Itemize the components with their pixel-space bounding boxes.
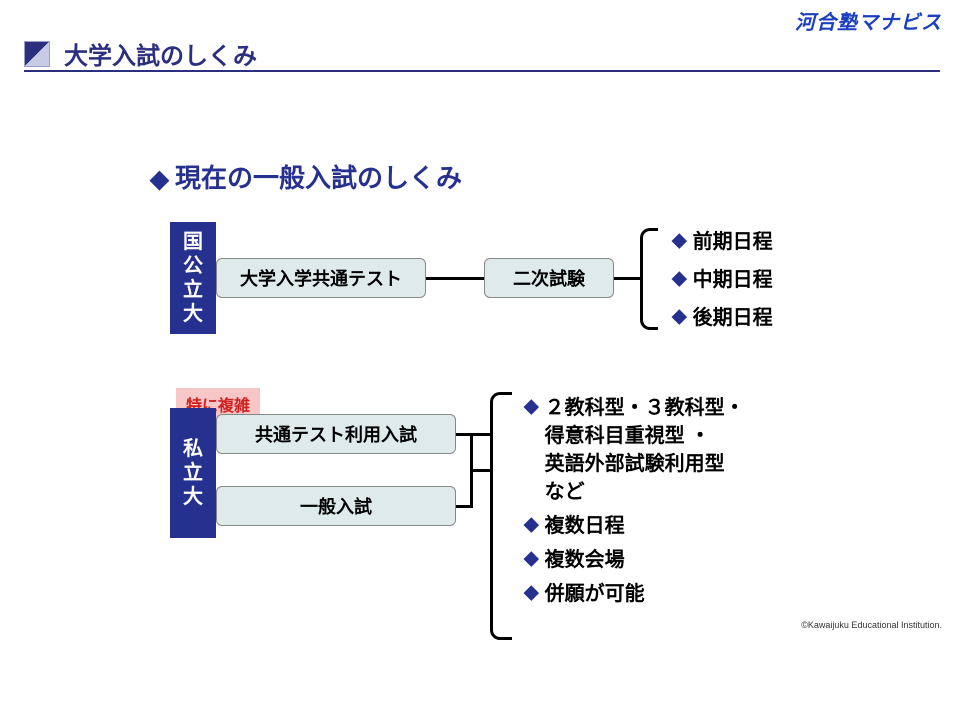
brand-logo: 河合塾マナビス	[795, 6, 942, 35]
diamond-icon: ◆	[672, 304, 687, 331]
connector-line	[470, 469, 490, 472]
label-char: 立	[183, 278, 203, 302]
diamond-icon: ◆	[524, 512, 539, 539]
list-item-text: 中期日程	[693, 266, 773, 294]
national-schedule-list: ◆前期日程◆中期日程◆後期日程	[672, 228, 773, 342]
list-item: ◆中期日程	[672, 266, 773, 294]
sub-heading-text: 現在の一般入試のしくみ	[175, 163, 462, 193]
label-char: 私	[183, 437, 203, 461]
title-bullet-icon	[24, 41, 50, 67]
label-char: 公	[183, 254, 203, 278]
bracket-icon	[490, 392, 512, 640]
diamond-icon: ◆	[672, 228, 687, 255]
title-row: 大学入試のしくみ	[24, 36, 940, 71]
list-item-text: 複数日程	[545, 512, 625, 540]
diamond-icon: ◆	[150, 164, 169, 194]
list-item: ◆２教科型・３教科型・ 得意科目重視型 ・ 英語外部試験利用型 など	[524, 394, 884, 506]
list-item-text: 前期日程	[693, 228, 773, 256]
title-underline	[24, 70, 940, 72]
list-item-text: 複数会場	[545, 546, 625, 574]
diamond-icon: ◆	[672, 266, 687, 293]
private-features-list: ◆２教科型・３教科型・ 得意科目重視型 ・ 英語外部試験利用型 など◆複数日程◆…	[524, 394, 884, 614]
private-common-test-box: 共通テスト利用入試	[216, 414, 456, 454]
connector-line	[456, 433, 490, 436]
diamond-icon: ◆	[524, 580, 539, 607]
list-item-text: ２教科型・３教科型・ 得意科目重視型 ・ 英語外部試験利用型 など	[545, 394, 745, 506]
label-char: 国	[183, 230, 203, 254]
national-label: 国公立大	[170, 222, 216, 334]
connector-line	[456, 505, 470, 508]
national-second-exam-box: 二次試験	[484, 258, 614, 298]
list-item: ◆併願が可能	[524, 580, 884, 608]
list-item: ◆前期日程	[672, 228, 773, 256]
diamond-icon: ◆	[524, 394, 539, 421]
list-item: ◆複数日程	[524, 512, 884, 540]
private-label: 私立大	[170, 408, 216, 538]
copyright-text: ©Kawaijuku Educational Institution.	[801, 620, 942, 630]
connector-line	[426, 277, 484, 280]
page-title: 大学入試のしくみ	[64, 36, 257, 71]
list-item-text: 後期日程	[693, 304, 773, 332]
sub-heading: ◆現在の一般入試のしくみ	[150, 158, 462, 195]
connector-line	[614, 277, 640, 280]
bracket-icon	[640, 228, 658, 330]
label-char: 大	[183, 485, 203, 509]
diamond-icon: ◆	[524, 546, 539, 573]
label-char: 大	[183, 302, 203, 326]
national-common-test-box: 大学入学共通テスト	[216, 258, 426, 298]
list-item-text: 併願が可能	[545, 580, 645, 608]
list-item: ◆後期日程	[672, 304, 773, 332]
private-general-exam-box: 一般入試	[216, 486, 456, 526]
label-char: 立	[183, 461, 203, 485]
list-item: ◆複数会場	[524, 546, 884, 574]
